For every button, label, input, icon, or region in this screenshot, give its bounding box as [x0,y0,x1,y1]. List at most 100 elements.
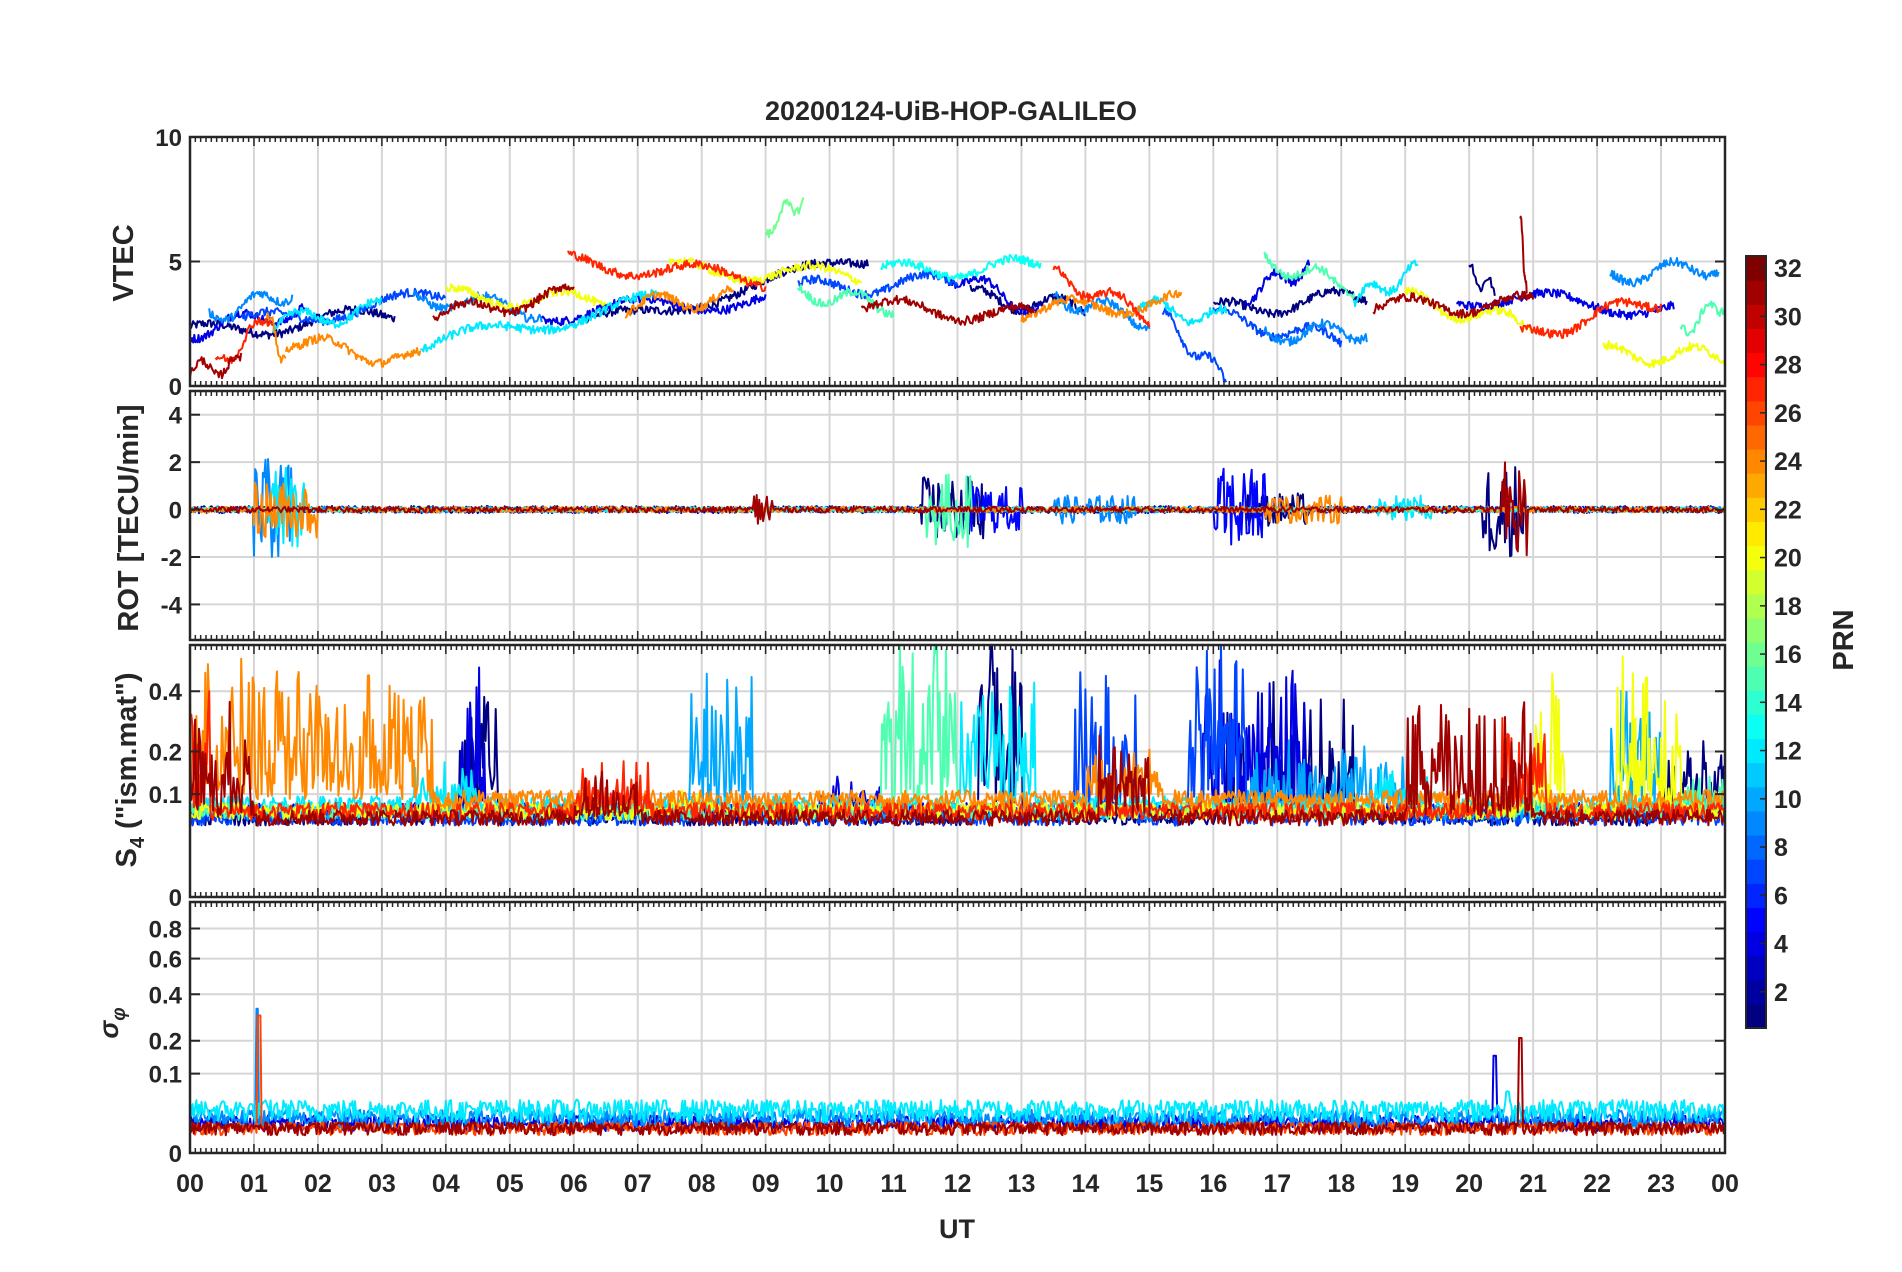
colorbar-step [1746,810,1766,836]
s4-panel: 0 0.1 0.2 0.4 [149,643,1727,912]
colorbar-tick-label: 10 [1774,786,1802,814]
rot-series-prn-31 [190,461,1725,557]
colorbar-step [1746,280,1766,305]
colorbar-step [1746,521,1766,547]
vtec-series-prn-9 [412,290,543,324]
vtec-series-prn-20 [445,283,607,312]
chart-title: 20200124-UiB-HOP-GALILEO [765,96,1137,126]
colorbar-tick-label: 12 [1774,738,1802,766]
vtec-series-prn-9 [1609,257,1720,288]
colorbar-step [1746,690,1766,715]
y-tick-label: 10 [155,125,182,152]
y-tick-label: 0.1 [149,782,182,809]
colorbar-tick-label: 18 [1774,593,1802,621]
x-tick-label: 11 [880,1170,907,1198]
x-tick-label: 17 [1263,1170,1291,1198]
colorbar-tick-label: 2 [1774,979,1788,1007]
x-tick-label: 00 [176,1170,204,1198]
colorbar-step [1746,256,1766,281]
vtec-series-prn-9 [1263,318,1368,347]
colorbar-step [1746,424,1766,450]
s4-series-prn-31 [190,700,1725,827]
ylabel-sigma-phi: σφ [94,1007,130,1038]
sigma-series-prn-12 [190,1090,1725,1124]
colorbar-step [1746,859,1766,884]
vtec-series-prn-27 [567,250,767,293]
colorbar-tick-label: 22 [1774,496,1802,524]
y-tick-label: -2 [161,545,182,572]
colorbar-tick-label: 24 [1774,448,1802,476]
vtec-series-prn-31 [860,294,1035,326]
vtec-series-prn-15 [796,284,895,319]
x-tick-label: 09 [752,1170,780,1198]
vtec-series-prn-24 [624,285,735,319]
vtec-series-prn-15 [1263,251,1355,300]
y-tick-label: 0.8 [149,916,182,943]
vtec-series-prn-12 [272,297,383,333]
x-tick-label: 02 [304,1170,332,1198]
y-tick-label: 2 [169,450,182,477]
colorbar-tick-label: 28 [1774,352,1802,380]
colorbar-tick-label: 6 [1774,882,1788,910]
x-tick-label: 01 [240,1170,268,1198]
colorbar-step [1746,473,1766,498]
x-tick-label: 18 [1327,1170,1355,1198]
x-tick-label: 15 [1135,1170,1163,1198]
x-tick-label: 12 [944,1170,972,1198]
sigma-series-prn-31 [190,1037,1725,1137]
vtec-series-prn-24 [265,312,287,364]
x-tick-label: 04 [432,1170,460,1198]
colorbar-step [1746,400,1766,426]
s4-series-prn-24 [190,657,1725,811]
ylabel-s4-rest: ("ism.mat") [111,673,143,837]
colorbar-step [1746,979,1766,1005]
colorbar-step [1746,328,1766,354]
x-tick-label: 14 [1072,1170,1100,1198]
colorbar-tick-label: 4 [1774,931,1788,959]
colorbar-step [1746,569,1766,595]
colorbar-step [1746,304,1766,329]
x-tick-label: 10 [816,1170,844,1198]
vtec-series-prn-1 [190,304,396,340]
colorbar-step [1746,907,1766,933]
colorbar-step [1746,931,1766,957]
vtec-panel: 0 5 10 [155,125,1727,401]
colorbar-step [1746,642,1766,667]
colorbar-label: PRN [1828,609,1860,670]
y-tick-label: 5 [169,250,182,277]
colorbar-tick-label: 32 [1774,255,1802,283]
x-tick-label: 05 [496,1170,524,1198]
ylabel-s4: S4 ("ism.mat") [111,673,149,868]
colorbar-step [1746,593,1766,619]
vtec-series-prn-1 [1468,263,1496,296]
x-tick-label: 00 [1711,1170,1739,1198]
y-tick-label: 0 [169,885,182,912]
ylabel-vtec: VTEC [108,224,140,301]
vtec-series-prn-12 [1353,259,1419,308]
vtec-series-prn-12 [420,289,658,353]
colorbar-step [1746,738,1766,764]
colorbar-step [1746,786,1766,812]
vtec-series-prn-24 [1020,289,1183,323]
ylabel-s4-sub: 4 [127,836,149,848]
y-tick-label: 0.2 [149,1029,182,1056]
vtec-series-prn-12 [1135,295,1228,327]
vtec-series-prn-16 [764,197,805,239]
x-tick-label: 06 [560,1170,588,1198]
x-tick-labels: 00 01 02 03 04 05 06 07 08 09 10 11 12 13 14 15 16 17 18 19… [176,1170,1739,1198]
rot-panel: -4 -2 0 2 4 [161,389,1727,642]
vtec-series-prn-7 [240,287,446,327]
colorbar-step [1746,762,1766,788]
vtec-series-prn-9 [208,290,294,324]
x-tick-label: 13 [1008,1170,1036,1198]
ylabel-rot: ROT [TECU/min] [113,404,145,631]
vtec-series-prn-27 [214,316,274,365]
vtec-series-prn-7 [1161,307,1228,383]
y-tick-label: 0.4 [149,679,183,706]
x-tick-label: 23 [1647,1170,1675,1198]
colorbar-tick-label: 30 [1774,303,1802,331]
y-tick-label: -4 [161,592,183,619]
y-tick-label: 0 [169,498,182,525]
y-tick-label: 0.4 [149,982,183,1009]
